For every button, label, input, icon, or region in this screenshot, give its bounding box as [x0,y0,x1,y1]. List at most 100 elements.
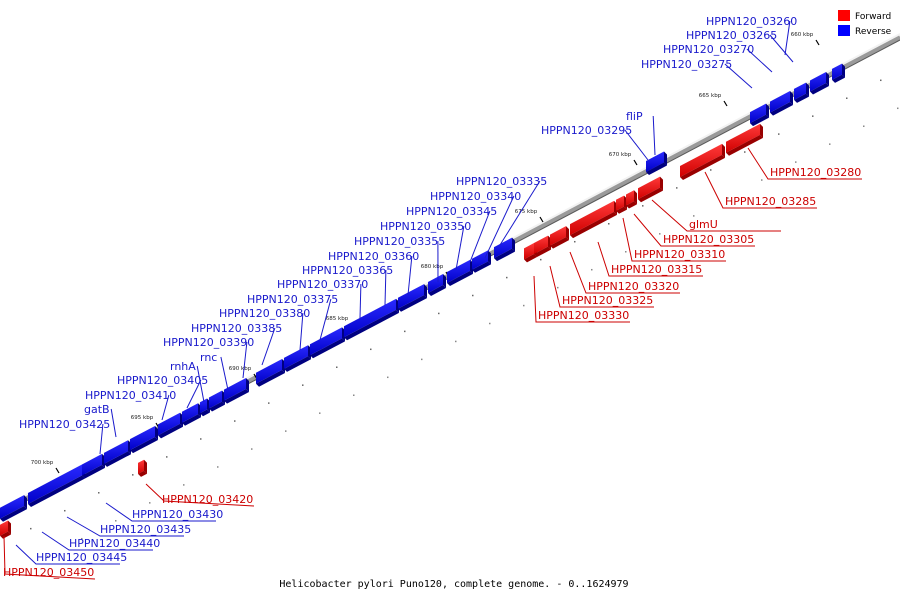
gene-label: HPPN120_03260 [706,15,797,28]
gene-label: HPPN120_03330 [538,309,629,322]
leader-line [261,327,276,366]
leader-line [652,115,656,156]
dot [574,240,576,243]
leader-line [220,356,229,391]
gene-label: HPPN120_03305 [663,233,754,246]
reverse-gene-block [284,345,311,372]
dot [880,79,882,82]
dot [81,537,83,540]
leader-line [319,298,332,341]
forward-gene-block [138,459,147,477]
leader-line [384,269,387,306]
scale-tick-mark [815,39,820,46]
leader-line [651,199,781,232]
gene-label: HPPN120_03360 [328,250,419,263]
dot [591,268,593,271]
leader-line [15,544,120,565]
reverse-gene-block [256,358,285,387]
dot [336,366,338,368]
forward-gene-block [680,143,725,181]
leader-line [549,265,654,308]
reverse-gene-block [810,72,829,95]
leader-line [110,408,117,438]
gene-label: rnhA [170,360,196,373]
reverse-gene-block [750,103,769,127]
dot [642,205,644,207]
legend-reverse-label: Reverse [855,27,892,37]
dot [489,322,491,325]
forward-gene-block [638,176,663,203]
reverse-gene-block [494,237,515,262]
gene-label: HPPN120_03435 [100,523,191,536]
leader-line [746,48,773,73]
dot [30,527,32,530]
gene-label: HPPN120_03315 [611,263,702,276]
leader-line [66,516,184,537]
forward-gene-block [626,190,637,209]
gene-label: HPPN120_03390 [163,336,254,349]
gene-label: HPPN120_03355 [354,235,445,248]
gene-label: HPPN120_03275 [641,58,732,71]
reverse-gene-block [224,377,249,404]
dot [795,161,797,163]
leader-line [597,241,703,277]
gene-label: HPPN120_03405 [117,374,208,387]
dot [897,107,899,110]
scale-tick-label: 700 kbp [31,460,54,466]
genome-caption: Helicobacter pylori Puno120, complete ge… [279,579,628,590]
scale-tick-mark [633,159,638,166]
dot [387,376,389,379]
leader-line [469,210,491,263]
dot [472,294,474,297]
leader-line [484,195,515,259]
scale-tick-label: 675 kbp [515,209,538,215]
leader-line [105,502,216,522]
leader-line [359,283,362,319]
scale-tick-mark [539,216,544,223]
gene-label: rnc [200,351,217,364]
dot [132,474,134,476]
gene-label: HPPN120_03320 [588,280,679,293]
dot [727,197,729,199]
dot [370,348,372,351]
legend: Forward Reverse [838,10,892,37]
reverse-gene-block [82,453,105,479]
dot [523,304,525,307]
gene-label: HPPN120_03365 [302,264,393,277]
dot [268,402,270,404]
gene-label: HPPN120_03440 [69,537,160,550]
forward-gene-block [0,520,11,539]
dot [778,133,780,135]
background-dots [30,79,899,558]
reverse-gene-block [310,327,345,359]
scale-tick-label: 670 kbp [609,152,632,158]
leader-line [622,217,726,262]
dot [98,492,100,494]
dot [863,125,865,127]
scale-tick-label: 665 kbp [699,93,722,99]
dot [353,394,355,396]
leader-line [186,379,202,409]
gene-label: HPPN120_03340 [430,190,521,203]
leader-line [533,275,630,323]
dot [149,502,151,504]
dot [812,115,814,117]
forward-gene-block [726,123,763,156]
gene-label: HPPN120_03280 [770,166,861,179]
leader-line [624,129,649,161]
reverse-gene-block [209,390,225,412]
gene-label: HPPN120_03450 [3,566,94,579]
reverse-gene-block [0,495,27,522]
gene-label: HPPN120_03430 [132,508,223,521]
dot [829,143,831,145]
dot [47,555,49,558]
leader-line [99,423,104,455]
gene-label: gatB [84,403,110,416]
reverse-gene-block [28,464,85,507]
dot [455,340,457,343]
leader-line [724,63,753,89]
leader-line [455,225,465,271]
scale-tick-label: 695 kbp [131,415,154,421]
